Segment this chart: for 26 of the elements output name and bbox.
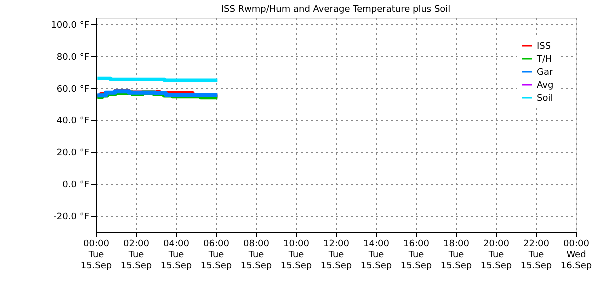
y-tick-label: 20.0 °F bbox=[56, 148, 90, 159]
y-tick-label: 40.0 °F bbox=[56, 116, 90, 127]
y-tick-label: 0.0 °F bbox=[62, 180, 90, 191]
chart-title: ISS Rwmp/Hum and Average Temperature plus Soil bbox=[221, 5, 451, 15]
legend-label: T/H bbox=[536, 55, 552, 65]
x-tick-label: 00:00 Tue 15.Sep bbox=[80, 240, 112, 272]
legend-label: Soil bbox=[537, 94, 554, 104]
y-tick-label: 80.0 °F bbox=[56, 52, 90, 63]
legend-label: Gar bbox=[537, 68, 554, 78]
x-tick-label: 00:00 Wed 16.Sep bbox=[560, 240, 592, 272]
x-tick-label: 12:00 Tue 15.Sep bbox=[320, 240, 352, 272]
x-tick-label: 16:00 Tue 15.Sep bbox=[400, 240, 432, 272]
legend-label: ISS bbox=[537, 42, 552, 52]
x-tick-label: 08:00 Tue 15.Sep bbox=[240, 240, 272, 272]
x-tick-label: 14:00 Tue 15.Sep bbox=[360, 240, 392, 272]
x-tick-label: 10:00 Tue 15.Sep bbox=[280, 240, 312, 272]
x-tick-label: 20:00 Tue 15.Sep bbox=[480, 240, 512, 272]
legend-label: Avg bbox=[537, 81, 554, 91]
x-tick-label: 18:00 Tue 15.Sep bbox=[440, 240, 472, 272]
y-tick-label: 60.0 °F bbox=[56, 84, 90, 95]
y-tick-label: 100.0 °F bbox=[51, 20, 90, 31]
y-tick-label: -20.0 °F bbox=[54, 212, 90, 223]
x-tick-label: 06:00 Tue 15.Sep bbox=[200, 240, 232, 272]
x-tick-label: 02:00 Tue 15.Sep bbox=[120, 240, 152, 272]
x-tick-label: 04:00 Tue 15.Sep bbox=[160, 240, 192, 272]
x-tick-label: 22:00 Tue 15.Sep bbox=[520, 240, 552, 272]
